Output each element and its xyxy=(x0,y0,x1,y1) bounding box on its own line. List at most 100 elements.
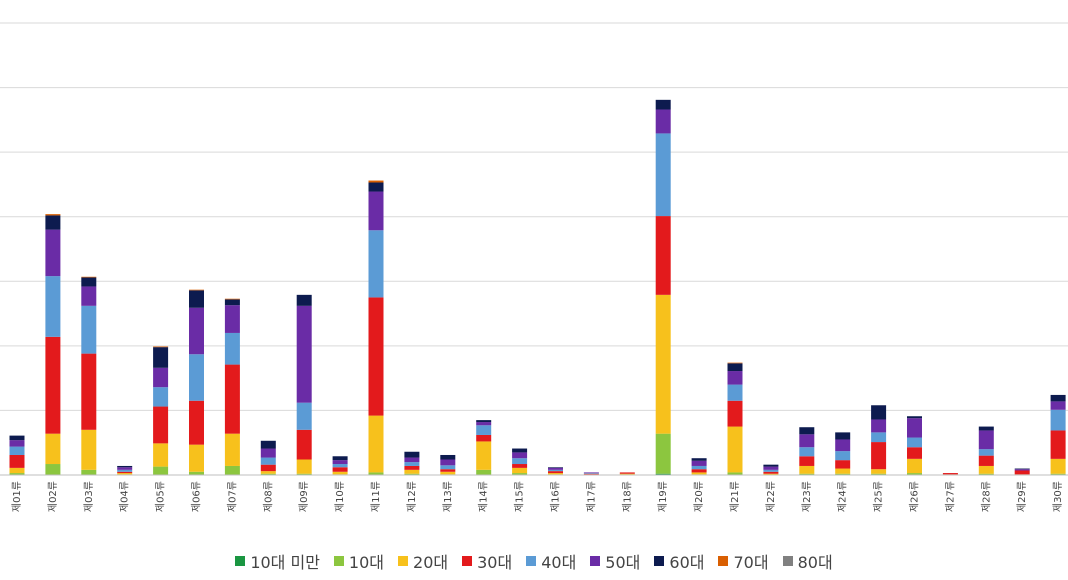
bar-segment xyxy=(583,473,599,475)
bar-segment xyxy=(655,473,671,475)
bar-segment xyxy=(440,454,456,460)
bar-segment xyxy=(296,429,312,460)
legend-item: 60대 xyxy=(654,549,704,573)
bar-segment xyxy=(763,473,779,475)
bar-segment xyxy=(9,454,25,468)
bar-segment xyxy=(117,473,133,475)
bar-segment xyxy=(978,426,994,431)
bar-segment xyxy=(45,433,61,465)
bar-segment xyxy=(9,435,25,441)
bar-segment xyxy=(583,473,599,474)
bar-segment xyxy=(404,469,420,474)
bar-segment xyxy=(1050,409,1066,431)
bar-segment xyxy=(296,473,312,475)
bar-segment xyxy=(296,294,312,306)
bar-segment xyxy=(763,466,779,470)
bar-segment xyxy=(404,451,420,458)
bar-segment xyxy=(224,364,240,434)
bar-segment xyxy=(655,99,671,110)
bar-segment xyxy=(189,307,204,355)
x-tick-label: 제15류 xyxy=(514,481,526,512)
legend-label: 20대 xyxy=(413,553,449,572)
bar-segment xyxy=(404,473,420,475)
bar-segment xyxy=(619,473,635,475)
bar-segment xyxy=(655,216,671,295)
bar-segment xyxy=(655,433,671,474)
legend-swatch xyxy=(590,556,601,566)
bar-segment xyxy=(727,472,743,475)
bar-segment xyxy=(81,277,97,287)
bar-segment xyxy=(978,473,994,475)
legend-swatch xyxy=(235,556,246,566)
legend-item: 70대 xyxy=(718,549,769,573)
bar-segment xyxy=(45,464,61,475)
x-tick-label: 제17류 xyxy=(585,481,597,512)
x-tick-label: 제26류 xyxy=(909,481,921,512)
bar-segment xyxy=(835,473,851,475)
bar-segment xyxy=(153,367,169,388)
bar-segment xyxy=(260,473,276,475)
legend-item: 10대 미만 xyxy=(235,549,320,573)
bar-segment xyxy=(81,276,97,278)
bar-segment xyxy=(332,460,348,465)
bar-segment xyxy=(727,426,743,473)
x-tick-labels: 제01류 제02류 제03류 제04류 제05류 제06류 제07류 제08류 제09류 제10류… xyxy=(11,481,1064,512)
legend-item: 40대 xyxy=(526,549,576,573)
bar-segment xyxy=(9,446,25,455)
bar-segment xyxy=(404,457,420,463)
bar-segment xyxy=(189,289,204,291)
legend-swatch xyxy=(462,556,473,566)
x-tick-label: 제29류 xyxy=(1016,481,1028,512)
bar-segment xyxy=(476,434,492,442)
bar-segment xyxy=(978,430,994,450)
legend-label: 40대 xyxy=(541,553,577,572)
bar-segment xyxy=(224,433,240,466)
bar-segment xyxy=(799,447,815,457)
bar-segment xyxy=(655,294,671,434)
x-tick-label: 제05류 xyxy=(155,481,167,512)
bar-segment xyxy=(1050,473,1066,475)
bar-segment xyxy=(1014,469,1030,471)
bar-segment xyxy=(476,420,492,423)
x-tick-label: 제18류 xyxy=(621,481,633,512)
bar-segment xyxy=(9,440,25,447)
bar-segment xyxy=(548,473,563,475)
bar-segment xyxy=(799,427,815,435)
bar-segment xyxy=(727,384,743,401)
bar-segment xyxy=(1050,394,1066,402)
bar-segment xyxy=(189,471,204,475)
legend-item: 10대 xyxy=(333,549,384,573)
legend-label: 80대 xyxy=(797,553,833,572)
bar-segment xyxy=(332,467,348,472)
x-tick-label: 제02류 xyxy=(47,481,59,512)
bar-segment xyxy=(691,472,707,475)
legend-label: 10대 미만 xyxy=(250,553,320,572)
bar-segment xyxy=(1050,458,1066,474)
bar-segment xyxy=(1050,401,1066,410)
legend-label: 50대 xyxy=(605,553,641,572)
bar-segment xyxy=(655,109,671,134)
bar-segment xyxy=(81,353,97,430)
bar-segment xyxy=(871,405,887,420)
bar-segment xyxy=(978,455,994,466)
x-tick-label: 제11류 xyxy=(370,481,382,512)
bar-segment xyxy=(117,467,133,470)
bar-segment xyxy=(512,464,528,468)
bar-segment xyxy=(1050,430,1066,459)
bar-segment xyxy=(835,432,851,440)
legend-swatch xyxy=(654,556,665,566)
bar-segment xyxy=(45,229,61,277)
x-tick-label: 제07류 xyxy=(226,481,238,512)
bar-segment xyxy=(45,276,61,337)
bar-segment xyxy=(907,473,922,475)
legend-item: 30대 xyxy=(462,549,512,573)
bar-segment xyxy=(189,290,204,308)
bar-segment xyxy=(548,467,563,468)
bar-segment xyxy=(368,182,384,192)
bar-segment xyxy=(835,439,851,452)
bar-segment xyxy=(260,471,276,474)
bar-segment xyxy=(296,305,312,403)
bar-segment xyxy=(907,416,922,419)
x-tick-label: 제20류 xyxy=(693,481,705,512)
bar-segment xyxy=(224,298,240,300)
